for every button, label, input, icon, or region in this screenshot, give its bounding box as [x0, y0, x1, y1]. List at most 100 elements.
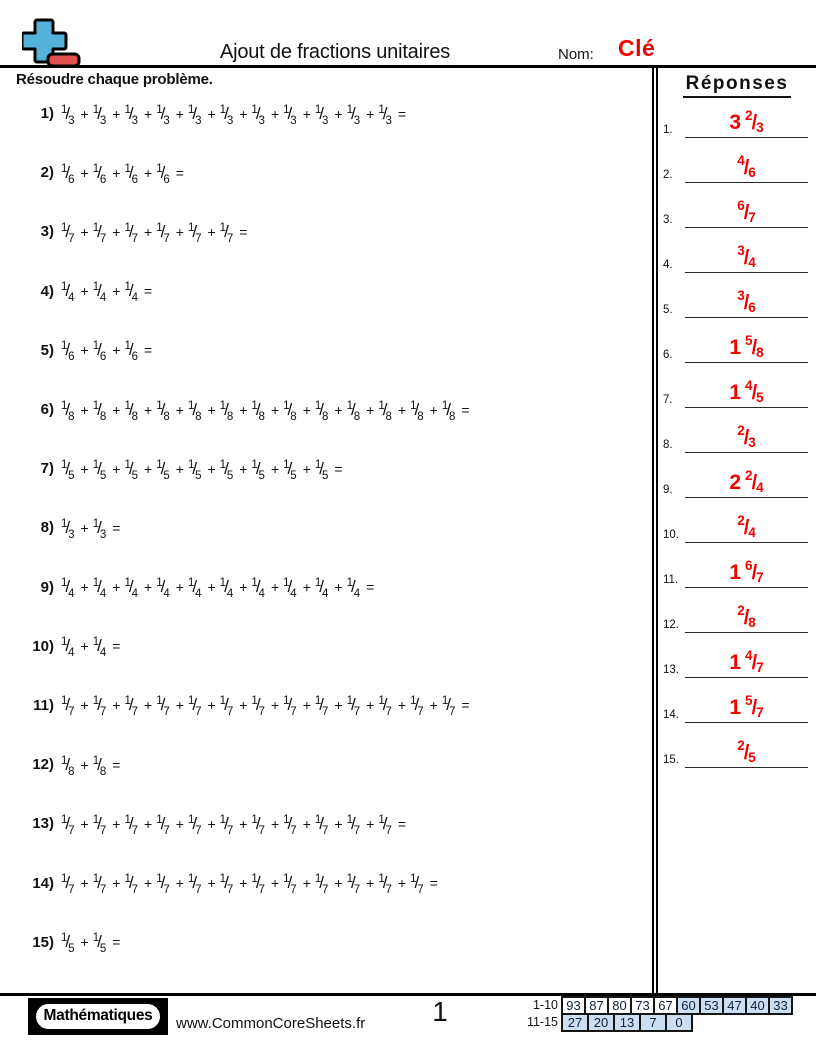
score-cell: 13: [613, 1013, 641, 1032]
fraction-numerator: 1: [283, 873, 290, 886]
unit-fraction: 1/7: [220, 222, 234, 245]
equals-sign: =: [175, 164, 184, 181]
unit-fraction: 1/7: [283, 873, 297, 896]
answer-blank-line: [685, 227, 808, 228]
fraction-slash: /: [160, 577, 166, 597]
unit-fraction: 1/7: [410, 695, 424, 718]
problem-number: 7): [40, 460, 54, 478]
fraction-slash: /: [160, 162, 166, 182]
plus-sign: +: [175, 401, 184, 418]
problem-expression: 1/7 +1/7 +1/7 +1/7 +1/7 +1/7 =: [61, 221, 247, 245]
fraction-slash: /: [351, 577, 356, 597]
fraction-numerator: 1: [219, 399, 227, 412]
fraction-slash: /: [97, 281, 102, 301]
problem-number: 14): [32, 874, 54, 892]
fraction-slash: /: [224, 695, 229, 715]
fraction-denominator: 7: [258, 884, 265, 897]
answer-row: 12. 2/8: [658, 588, 816, 633]
plus-sign: +: [112, 875, 121, 892]
problem-row: 7) 1/5 +1/5 +1/5 +1/5 +1/5 +1/5 +1/5 +1/5 +1/5 =: [0, 439, 652, 498]
answer-denominator: 8: [756, 345, 764, 360]
fraction-numerator: 1: [314, 873, 322, 886]
fraction-denominator: 8: [163, 410, 170, 423]
unit-fraction: 1/5: [61, 459, 75, 482]
plus-sign: +: [397, 697, 407, 714]
unit-fraction: 1/4: [92, 577, 107, 601]
fraction-denominator: 8: [99, 765, 107, 778]
answer-blank-line: [685, 587, 808, 588]
fraction-slash: /: [160, 221, 166, 241]
fraction-denominator: 7: [99, 884, 107, 897]
fraction-slash: /: [287, 577, 293, 597]
fraction-denominator: 6: [131, 173, 139, 186]
fraction-slash: /: [97, 162, 102, 182]
answer-whole-number: 1: [729, 561, 743, 584]
fraction-denominator: 7: [131, 824, 139, 837]
unit-fraction: 1/7: [378, 814, 392, 837]
fraction-numerator: 1: [378, 695, 385, 708]
answer-number: 1.: [663, 124, 673, 136]
fraction-denominator: 5: [258, 469, 265, 482]
fraction-numerator: 1: [92, 577, 100, 590]
plus-sign: +: [270, 105, 280, 122]
fraction-slash: /: [97, 754, 102, 774]
fraction-slash: /: [97, 577, 102, 597]
plus-sign: +: [80, 342, 89, 359]
fraction-numerator: 1: [61, 281, 68, 294]
plus-sign: +: [175, 875, 184, 892]
fraction-slash: /: [65, 340, 71, 360]
fraction-slash: /: [128, 103, 134, 123]
fraction-slash: /: [192, 813, 198, 833]
fraction-denominator: 4: [99, 292, 107, 305]
unit-fraction: 1/7: [347, 695, 361, 718]
fraction-denominator: 4: [99, 588, 107, 601]
fraction-numerator: 1: [92, 458, 100, 471]
unit-fraction: 1/7: [251, 873, 265, 897]
answer-blank-line: [685, 407, 808, 408]
fraction-numerator: 1: [156, 399, 163, 412]
unit-fraction: 1/8: [93, 754, 107, 778]
unit-fraction: 1/3: [283, 104, 297, 127]
plus-sign: +: [144, 401, 153, 418]
fraction-slash: /: [160, 813, 166, 833]
plus-sign: +: [302, 401, 311, 418]
fraction-denominator: 4: [99, 647, 107, 660]
answer-value: 1 4/7: [685, 648, 808, 675]
plus-sign: +: [239, 460, 248, 477]
answer-numerator: 2: [737, 513, 745, 528]
fraction-slash: /: [128, 873, 134, 893]
unit-fraction: 1/7: [188, 695, 202, 718]
problem-expression: 1/7 +1/7 +1/7 +1/7 +1/7 +1/7 +1/7 +1/7 +1/7 +1/7 +…: [61, 873, 438, 897]
column-divider: [652, 68, 658, 993]
fraction-numerator: 1: [187, 813, 195, 826]
fraction-denominator: 4: [131, 588, 139, 601]
fraction-denominator: 4: [195, 588, 202, 601]
answer-value: 2/3: [685, 423, 808, 450]
fraction-numerator: 1: [92, 221, 100, 234]
unit-fraction: 1/4: [220, 577, 234, 600]
fraction-slash: /: [319, 695, 325, 715]
fraction-numerator: 1: [124, 577, 131, 590]
fraction-numerator: 1: [61, 221, 68, 234]
unit-fraction: 1/7: [315, 814, 329, 837]
fraction-denominator: 3: [195, 114, 202, 127]
problem-expression: 1/5 +1/5 +1/5 +1/5 +1/5 +1/5 +1/5 +1/5 +1/5 =: [61, 458, 343, 482]
fraction-denominator: 6: [99, 351, 107, 364]
plus-sign: +: [302, 875, 311, 892]
fraction-numerator: 1: [187, 458, 195, 471]
unit-fraction: 1/8: [93, 400, 107, 423]
fraction-slash: /: [255, 103, 261, 123]
unit-fraction: 1/7: [378, 873, 392, 896]
unit-fraction: 1/6: [124, 340, 138, 363]
fraction-denominator: 8: [290, 410, 297, 423]
website-url: www.CommonCoreSheets.fr: [176, 1015, 366, 1032]
problem-expression: 1/6 +1/6 +1/6 +1/6 =: [61, 162, 184, 186]
fraction-denominator: 8: [417, 410, 424, 423]
fraction-numerator: 1: [92, 636, 100, 649]
answer-denominator: 5: [756, 390, 764, 405]
answer-numerator: 6: [745, 558, 753, 573]
fraction-slash: /: [97, 636, 102, 656]
plus-sign: +: [397, 401, 407, 418]
answers-column: Réponses 1. 3 2/3 2. 4/6 3. 6/7 4. 3/4 5. 3/6 6. 1 5/…: [658, 68, 816, 993]
plus-sign: +: [270, 401, 280, 418]
